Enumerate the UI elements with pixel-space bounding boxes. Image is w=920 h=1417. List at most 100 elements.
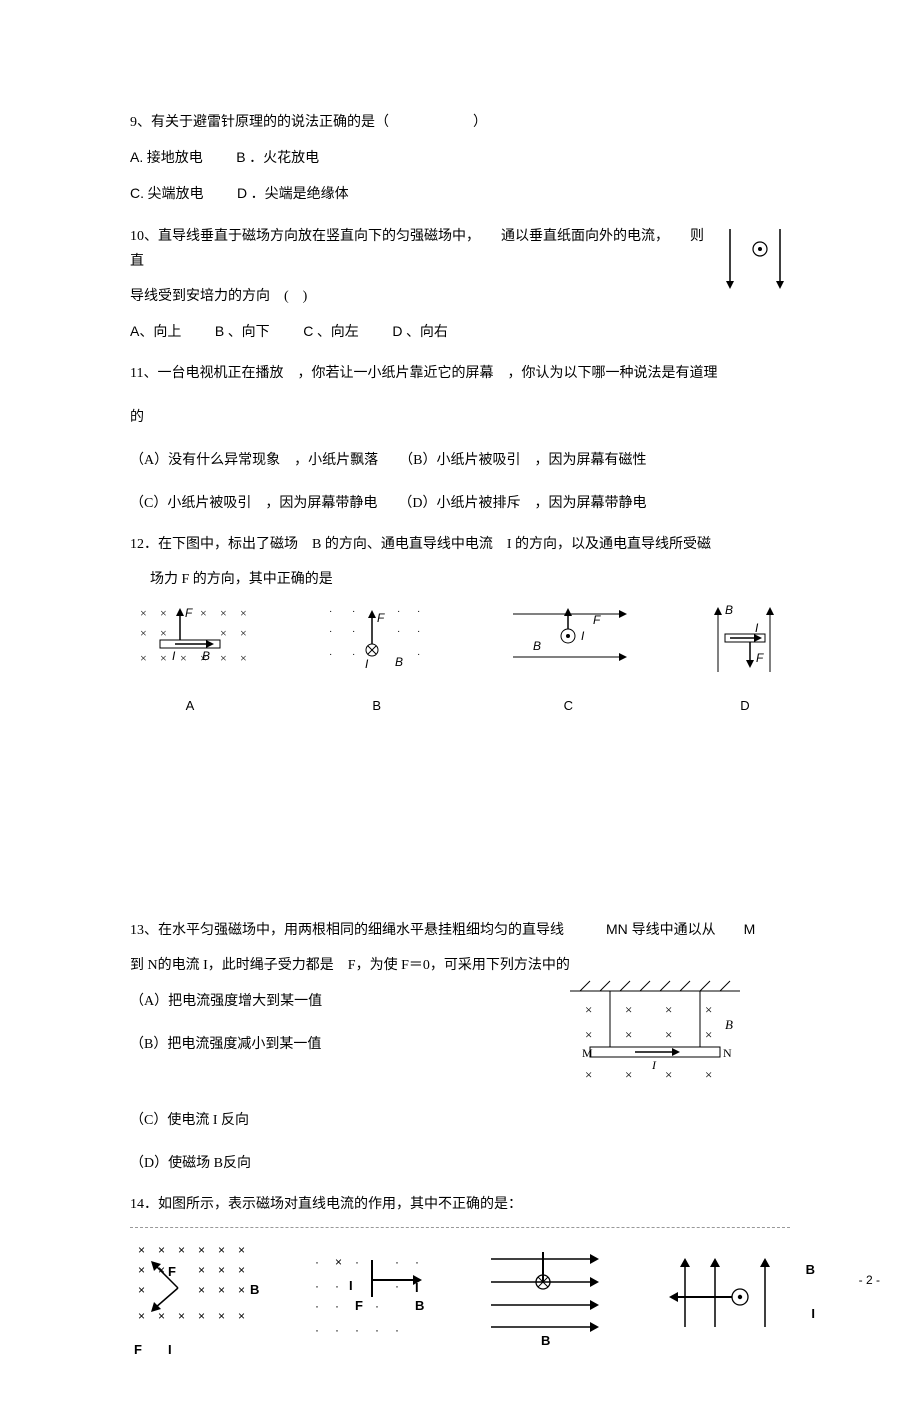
- q10-opt-b: B 、向下: [215, 319, 270, 345]
- q11-line1: 11、一台电视机正在播放 ，你若让一小纸片靠近它的屏幕 ，你认为以下哪一种说法是…: [130, 361, 790, 386]
- q11-opts-row1: （A）没有什么异常现象 ，小纸片飘落 （B）小纸片被吸引 ，因为屏幕有磁性: [130, 448, 790, 473]
- q10-optA-text: 向上: [153, 325, 181, 340]
- question-12: 12．在下图中，标出了磁场 B 的方向、通电直导线中电流 I 的方向，以及通电直…: [130, 532, 790, 717]
- svg-text:·: ·: [417, 626, 420, 637]
- q12-figB-F: F: [377, 611, 385, 625]
- svg-text:×: ×: [665, 1002, 672, 1017]
- svg-text:×: ×: [625, 1067, 632, 1082]
- q12-figD-icon: B I F: [700, 602, 790, 682]
- q14-f1-B: B: [250, 1282, 259, 1297]
- q9-options-row1: A. 接地放电 B ．火花放电: [130, 145, 790, 171]
- q11-opts-row2: （C）小纸片被吸引 ，因为屏幕带静电 （D）小纸片被排斥 ，因为屏幕带静电: [130, 491, 790, 516]
- q12-figD-F: F: [756, 651, 764, 665]
- q14-f2-B: B: [415, 1298, 424, 1313]
- q13-l1a: 13、在水平匀强磁场中，用两根相同的细绳水平悬挂粗细均匀的直导线: [130, 923, 564, 938]
- question-9: 9、有关于避雷针原理的的说法正确的是（ ） A. 接地放电 B ．火花放电 C.…: [130, 110, 790, 208]
- q13-l2a: 到 N的电流 I，此时绳子受力都是: [130, 958, 334, 973]
- q10-optC-text: 、向左: [317, 325, 359, 340]
- q13-fig-B: B: [725, 1017, 733, 1032]
- svg-text:×: ×: [138, 1243, 145, 1257]
- q11-optA: （A）没有什么异常现象 ，小纸片飘落: [130, 453, 378, 468]
- svg-text:×: ×: [705, 1002, 712, 1017]
- svg-text:×: ×: [665, 1027, 672, 1042]
- q12-l1a: 12．在下图中，标出了磁场: [130, 537, 298, 552]
- svg-text:×: ×: [178, 1243, 185, 1257]
- svg-text:×: ×: [140, 606, 147, 620]
- q14-stem: 14．如图所示，表示磁场对直线电流的作用，其中不正确的是：: [130, 1192, 790, 1217]
- svg-text:×: ×: [240, 606, 247, 620]
- q10-optD-label: D: [392, 323, 402, 339]
- q14-f2-F: F: [355, 1298, 363, 1313]
- q9-options-row2: C. 尖端放电 D ．尖端是绝缘体: [130, 181, 790, 207]
- svg-text:·: ·: [329, 649, 332, 660]
- q12-figA-F: F: [185, 606, 193, 620]
- q11-optD: （D）小纸片被排斥 ，因为屏幕带静电: [405, 496, 646, 511]
- svg-text:·: ·: [355, 1323, 359, 1337]
- svg-text:·: ·: [352, 606, 355, 617]
- q13-fig-I: I: [651, 1058, 657, 1072]
- svg-text:×: ×: [140, 651, 147, 665]
- svg-text:·: ·: [417, 649, 420, 660]
- q9-optC-label: C.: [130, 185, 144, 201]
- svg-text:×: ×: [198, 1243, 205, 1257]
- q9-text-pre: 9、有关于避雷针原理的的说法正确的是（: [130, 115, 389, 130]
- q12-line2: 场力 F 的方向，其中正确的是: [130, 567, 790, 592]
- svg-text:×: ×: [160, 626, 167, 640]
- svg-text:·: ·: [395, 1323, 399, 1337]
- q12-figA-B: B: [202, 649, 210, 663]
- q12-labelB: B: [317, 694, 437, 717]
- q10-line2: 导线受到安培力的方向 ( ): [130, 284, 790, 309]
- question-11: 11、一台电视机正在播放 ，你若让一小纸片靠近它的屏幕 ，你认为以下哪一种说法是…: [130, 361, 790, 516]
- q13-l1b: MN 导线中通以从: [606, 921, 716, 937]
- svg-text:×: ×: [705, 1027, 712, 1042]
- svg-text:×: ×: [218, 1263, 225, 1277]
- svg-text:·: ·: [417, 606, 420, 617]
- svg-text:×: ×: [198, 1283, 205, 1297]
- q14-hr: [130, 1227, 790, 1228]
- svg-text:×: ×: [200, 606, 207, 620]
- q13-optD: （D）使磁场 B反向: [130, 1151, 790, 1176]
- q11-line2: 的: [130, 405, 790, 430]
- q12-figures: ××××× ×××× ×××××× F I B A ···· ····: [130, 602, 790, 717]
- q12-figB-I: I: [365, 657, 369, 671]
- svg-text:×: ×: [585, 1002, 592, 1017]
- q9-opt-a: A. 接地放电: [130, 145, 203, 171]
- q12-figC-F: F: [593, 613, 601, 627]
- q9-blank: [389, 110, 473, 135]
- q12-figC-I: I: [581, 629, 585, 643]
- q14-f4-B: B: [806, 1258, 815, 1281]
- q12-fig-b: ···· ···· ··· F I B B: [317, 602, 437, 717]
- svg-text:×: ×: [705, 1067, 712, 1082]
- q13-optC: （C）使电流 I 反向: [130, 1108, 790, 1133]
- q9-opt-b: B ．火花放电: [236, 145, 319, 171]
- svg-text:×: ×: [625, 1002, 632, 1017]
- q14-fig4: B I: [660, 1252, 790, 1349]
- svg-text:·: ·: [335, 1279, 339, 1293]
- q12-l1c: I 的方向，以及通电直导线所受磁: [507, 537, 711, 552]
- svg-text:×: ×: [238, 1283, 245, 1297]
- svg-text:×: ×: [625, 1027, 632, 1042]
- q13-line1: 13、在水平匀强磁场中，用两根相同的细绳水平悬挂粗细均匀的直导线 MN 导线中通…: [130, 917, 790, 943]
- svg-text:×: ×: [178, 1309, 185, 1323]
- svg-text:×: ×: [238, 1243, 245, 1257]
- q10-line1: 10、直导线垂直于磁场方向放在竖直向下的匀强磁场中， 通以垂直纸面向外的电流， …: [130, 224, 790, 274]
- svg-text:×: ×: [158, 1243, 165, 1257]
- q9-opt-d: D ．尖端是绝缘体: [237, 181, 349, 207]
- q12-fig-a: ××××× ×××× ×××××× F I B A: [130, 602, 250, 717]
- svg-text:·: ·: [315, 1279, 319, 1293]
- q10-optB-text: 、向下: [228, 325, 270, 340]
- q14-fig1: ×××××× ××××× ×××× ×××××× F B F I: [130, 1240, 260, 1361]
- q9-optC-text: 尖端放电: [148, 187, 204, 202]
- svg-text:×: ×: [585, 1067, 592, 1082]
- svg-text:×: ×: [180, 651, 187, 665]
- q12-figA-I: I: [172, 649, 176, 663]
- svg-text:·: ·: [375, 1299, 379, 1313]
- q14-f2-I: I: [349, 1278, 353, 1293]
- svg-text:×: ×: [665, 1067, 672, 1082]
- q9-stem: 9、有关于避雷针原理的的说法正确的是（ ）: [130, 110, 790, 135]
- svg-text:×: ×: [238, 1263, 245, 1277]
- q13-fig-M: M: [582, 1046, 593, 1060]
- svg-text:·: ·: [352, 649, 355, 660]
- svg-text:×: ×: [218, 1243, 225, 1257]
- q12-labelC: C: [503, 694, 633, 717]
